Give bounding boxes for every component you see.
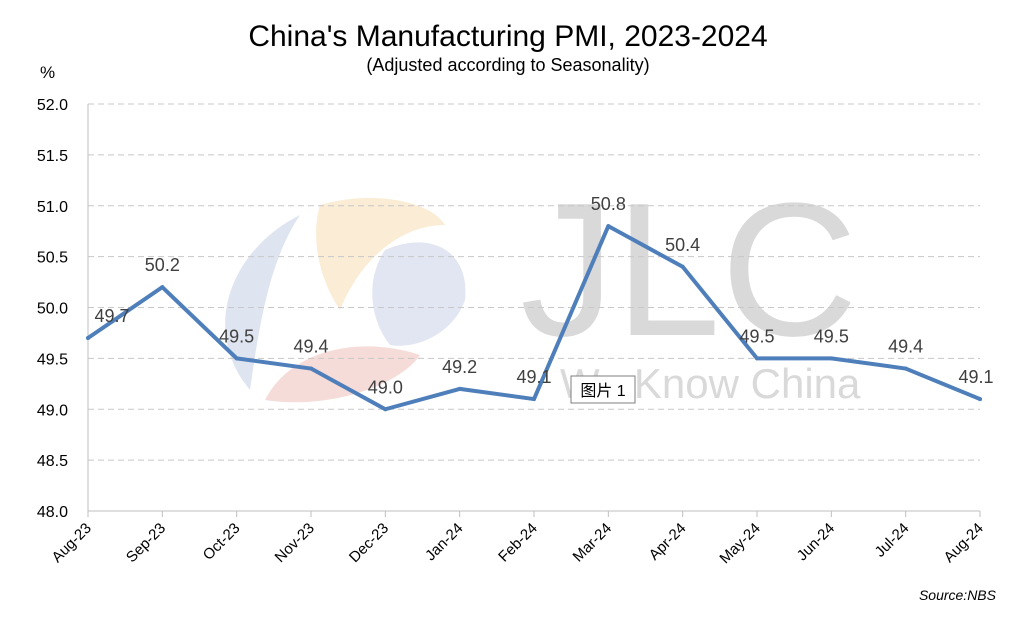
x-tick-label: Feb-24 — [495, 520, 541, 566]
data-point — [457, 386, 462, 391]
data-label: 50.2 — [145, 255, 180, 275]
data-labels: 49.7 50.2 49.5 49.4 49.0 49.2 49.1 50.8 50.4 49.5… — [94, 194, 993, 397]
y-tick-label: 52.0 — [37, 97, 68, 114]
data-label: 49.4 — [293, 337, 328, 357]
source-note: Source:NBS — [919, 587, 997, 603]
x-tick-label: Oct-23 — [200, 520, 244, 564]
y-tick-label: 50.5 — [37, 250, 68, 267]
data-label: 50.8 — [591, 194, 626, 214]
y-tick-label: 49.5 — [37, 351, 68, 368]
data-point — [160, 285, 165, 290]
y-tick-label: 50.0 — [37, 301, 68, 318]
y-tick-label: 48.0 — [37, 504, 68, 521]
data-label: 49.4 — [888, 337, 923, 357]
series-layer — [86, 224, 982, 412]
caption-tag-text: 图片 1 — [580, 382, 625, 400]
x-tick-label: Dec-23 — [346, 520, 392, 566]
y-axis-unit-label: % — [40, 63, 55, 82]
watermark-logo-yellow-petal-icon — [316, 197, 445, 310]
x-tick-label: Sep-23 — [123, 520, 169, 566]
data-label: 49.7 — [94, 306, 129, 326]
grid-lines — [88, 103, 980, 461]
data-point — [234, 356, 239, 361]
data-label: 49.0 — [368, 377, 403, 397]
caption-tag: 图片 1 — [570, 375, 636, 404]
x-tick-label: May-24 — [716, 520, 763, 567]
x-tick-label: Aug-24 — [941, 520, 987, 566]
chart-title: China's Manufacturing PMI, 2023-2024 — [248, 20, 767, 53]
watermark-logo-blue-petal-icon — [225, 215, 300, 390]
data-label: 49.1 — [516, 367, 551, 387]
y-tick-label: 49.0 — [37, 402, 68, 419]
watermark-text: JLC — [520, 164, 858, 376]
data-point — [903, 366, 908, 371]
x-tick-label: Jan-24 — [422, 520, 466, 564]
y-axis-ticks: 48.0 48.5 49.0 49.5 50.0 50.5 51.0 51.5 52.0 — [37, 97, 68, 521]
data-point — [680, 264, 685, 269]
y-tick-label: 51.0 — [37, 199, 68, 216]
x-tick-label: Apr-24 — [646, 520, 690, 564]
x-tick-label: Mar-24 — [570, 520, 616, 566]
data-point — [606, 224, 611, 229]
data-label: 49.5 — [814, 326, 849, 346]
data-label: 50.4 — [665, 235, 700, 255]
x-tick-label: Aug-23 — [49, 520, 95, 566]
watermark-logo-red-petal-icon — [265, 346, 420, 403]
data-point — [755, 356, 759, 361]
data-label: 49.2 — [442, 357, 477, 377]
data-label: 49.5 — [219, 326, 254, 346]
jlc-watermark: JLC We Know China — [225, 164, 861, 407]
x-tick-label: Jun-24 — [794, 520, 838, 564]
data-label: 49.1 — [958, 367, 993, 387]
data-point — [978, 397, 982, 402]
x-axis-ticks: Aug-23 Sep-23 Oct-23 Nov-23 Dec-23 Jan-24 Feb-… — [49, 511, 987, 567]
data-point — [86, 336, 90, 341]
chart-subtitle: (Adjusted according to Seasonality) — [366, 55, 649, 75]
data-point — [829, 356, 834, 361]
x-tick-label: Nov-23 — [272, 520, 318, 566]
y-tick-label: 51.5 — [37, 148, 68, 165]
data-point — [383, 407, 388, 412]
x-tick-label: Jul-24 — [872, 520, 913, 561]
data-point — [532, 397, 536, 402]
watermark-logo-lightblue-petal-icon — [372, 242, 466, 346]
data-label: 49.5 — [739, 326, 774, 346]
y-tick-label: 48.5 — [37, 453, 68, 470]
data-point — [309, 366, 313, 371]
